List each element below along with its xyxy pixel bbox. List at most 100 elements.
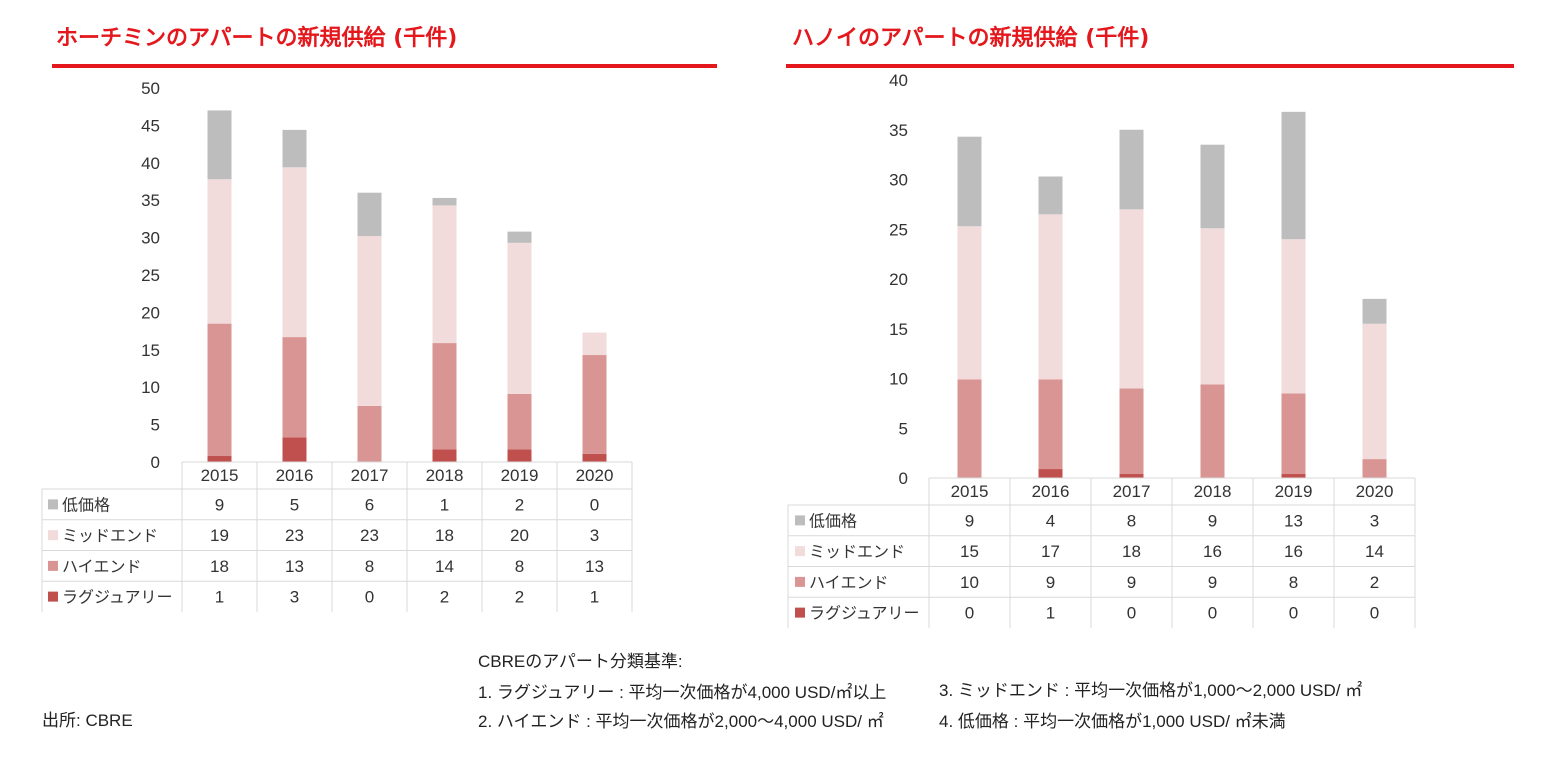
hanoi-legend-marker-luxury — [795, 607, 805, 618]
hanoi-y-tick-label: 15 — [889, 320, 908, 339]
hcmc-table-value-high: 14 — [435, 557, 454, 576]
hcmc-bar-low — [507, 231, 532, 243]
hanoi-legend-marker-mid — [795, 546, 805, 557]
hanoi-table-value-high: 9 — [1208, 573, 1217, 592]
hcmc-bar-luxury — [507, 449, 532, 462]
hcmc-table-value-mid: 20 — [510, 526, 529, 545]
classification-item-luxury: 1. ラグジュアリー : 平均一次価格が4,000 USD/㎡以上 — [478, 683, 887, 702]
hanoi-bar-high — [957, 379, 982, 478]
hanoi-bar-low — [1200, 144, 1225, 229]
hcmc-bar-low — [282, 129, 307, 168]
hanoi-bar-luxury — [1119, 474, 1144, 478]
hanoi-table-value-mid: 18 — [1122, 542, 1141, 561]
hcmc-table-value-high: 18 — [210, 557, 229, 576]
hanoi-legend-label-high: ハイエンド — [809, 575, 889, 592]
hanoi-table-value-luxury: 0 — [1370, 604, 1379, 623]
hcmc-legend-marker-luxury — [48, 591, 58, 602]
hcmc-y-tick-label: 45 — [141, 116, 160, 135]
hanoi-legend-label-low: 低価格 — [809, 512, 857, 530]
hcmc-table-value-mid: 19 — [210, 526, 229, 545]
hcmc-table-value-low: 0 — [590, 495, 599, 514]
hanoi-legend-marker-low — [795, 515, 805, 526]
hcmc-bar-high — [582, 355, 607, 454]
hcmc-table-value-luxury: 2 — [515, 588, 524, 607]
hanoi-bar-high — [1362, 459, 1387, 478]
hcmc-y-tick-label: 0 — [151, 453, 160, 472]
hanoi-bar-mid — [957, 226, 982, 380]
hanoi-legend-marker-high — [795, 576, 805, 587]
hcmc-table-value-low: 9 — [215, 495, 224, 514]
hanoi-bar-low — [957, 136, 982, 227]
hanoi-table-value-high: 10 — [960, 573, 979, 592]
hcmc-bar-luxury — [282, 437, 307, 462]
hanoi-y-tick-label: 30 — [889, 171, 908, 190]
hanoi-bar-low — [1281, 111, 1306, 240]
hanoi-table-value-luxury: 0 — [965, 604, 974, 623]
hanoi-table-value-luxury: 0 — [1289, 604, 1298, 623]
hcmc-chart-title: ホーチミンのアパートの新規供給 (千件) — [56, 26, 458, 51]
hanoi-legend-label-mid: ミッドエンド — [809, 544, 905, 561]
hanoi-y-tick-label: 0 — [899, 469, 908, 488]
hcmc-table-value-luxury: 2 — [440, 588, 449, 607]
hcmc-table-value-mid: 18 — [435, 526, 454, 545]
hcmc-table-value-low: 6 — [365, 495, 374, 514]
hanoi-table-value-low: 13 — [1284, 511, 1303, 530]
hanoi-y-tick-label: 20 — [889, 270, 908, 289]
hcmc-bar-mid — [507, 242, 532, 394]
hcmc-bar-high — [357, 405, 382, 462]
hcmc-y-tick-label: 35 — [141, 191, 160, 210]
hcmc-table-value-mid: 23 — [360, 526, 379, 545]
hanoi-bar-low — [1362, 298, 1387, 324]
hanoi-table-value-low: 8 — [1127, 511, 1136, 530]
hcmc-bar-low — [207, 110, 232, 180]
classification-heading: CBREのアパート分類基準: — [478, 652, 683, 671]
hcmc-category-label: 2019 — [501, 466, 539, 485]
hcmc-table-value-mid: 23 — [285, 526, 304, 545]
hcmc-category-label: 2020 — [576, 466, 614, 485]
hcmc-table-value-mid: 3 — [590, 526, 599, 545]
hanoi-bar-high — [1119, 388, 1144, 475]
hanoi-table-value-mid: 15 — [960, 542, 979, 561]
hanoi-table-value-luxury: 1 — [1046, 604, 1055, 623]
hanoi-bar-high — [1038, 379, 1063, 470]
classification-item-mid-end: 3. ミッドエンド : 平均一次価格が1,000〜2,000 USD/ ㎡ — [939, 681, 1363, 700]
hcmc-table-value-high: 13 — [585, 557, 604, 576]
hanoi-table-value-high: 2 — [1370, 573, 1379, 592]
hcmc-bar-mid — [357, 236, 382, 406]
hcmc-bar-mid — [207, 179, 232, 324]
hanoi-title-rule — [786, 64, 1514, 68]
hcmc-category-label: 2017 — [351, 466, 389, 485]
hanoi-chart-title: ハノイのアパートの新規供給 (千件) — [792, 26, 1150, 51]
hcmc-legend-label-high: ハイエンド — [62, 559, 142, 576]
hanoi-category-label: 2015 — [951, 482, 989, 501]
hcmc-y-tick-label: 30 — [141, 229, 160, 248]
hanoi-table-value-high: 9 — [1127, 573, 1136, 592]
hanoi-bar-mid — [1281, 239, 1306, 394]
classification-item-low-price: 4. 低価格 : 平均一次価格が1,000 USD/ ㎡未満 — [939, 712, 1286, 731]
hcmc-table-value-high: 8 — [515, 557, 524, 576]
hanoi-y-tick-label: 10 — [889, 370, 908, 389]
hanoi-table-value-mid: 17 — [1041, 542, 1060, 561]
hanoi-category-label: 2017 — [1113, 482, 1151, 501]
hcmc-bar-low — [357, 192, 382, 237]
hcmc-bar-mid — [282, 167, 307, 338]
hanoi-table-value-luxury: 0 — [1208, 604, 1217, 623]
hcmc-table-value-high: 8 — [365, 557, 374, 576]
hanoi-category-label: 2020 — [1356, 482, 1394, 501]
hanoi-category-label: 2016 — [1032, 482, 1070, 501]
hcmc-bar-mid — [432, 205, 457, 344]
hanoi-y-tick-label: 35 — [889, 121, 908, 140]
hcmc-bar-low — [432, 197, 457, 206]
hcmc-bar-luxury — [432, 449, 457, 462]
hanoi-bar-luxury — [1281, 474, 1306, 478]
hcmc-table-value-low: 5 — [290, 495, 299, 514]
classification-item-high-end: 2. ハイエンド : 平均一次価格が2,000〜4,000 USD/ ㎡ — [478, 712, 884, 731]
hcmc-y-tick-label: 50 — [141, 79, 160, 98]
hcmc-table-value-luxury: 0 — [365, 588, 374, 607]
hanoi-table-value-low: 9 — [965, 511, 974, 530]
hanoi-table-value-luxury: 0 — [1127, 604, 1136, 623]
hcmc-y-tick-label: 5 — [151, 416, 160, 435]
hanoi-table-value-mid: 16 — [1284, 542, 1303, 561]
hcmc-y-tick-label: 40 — [141, 154, 160, 173]
